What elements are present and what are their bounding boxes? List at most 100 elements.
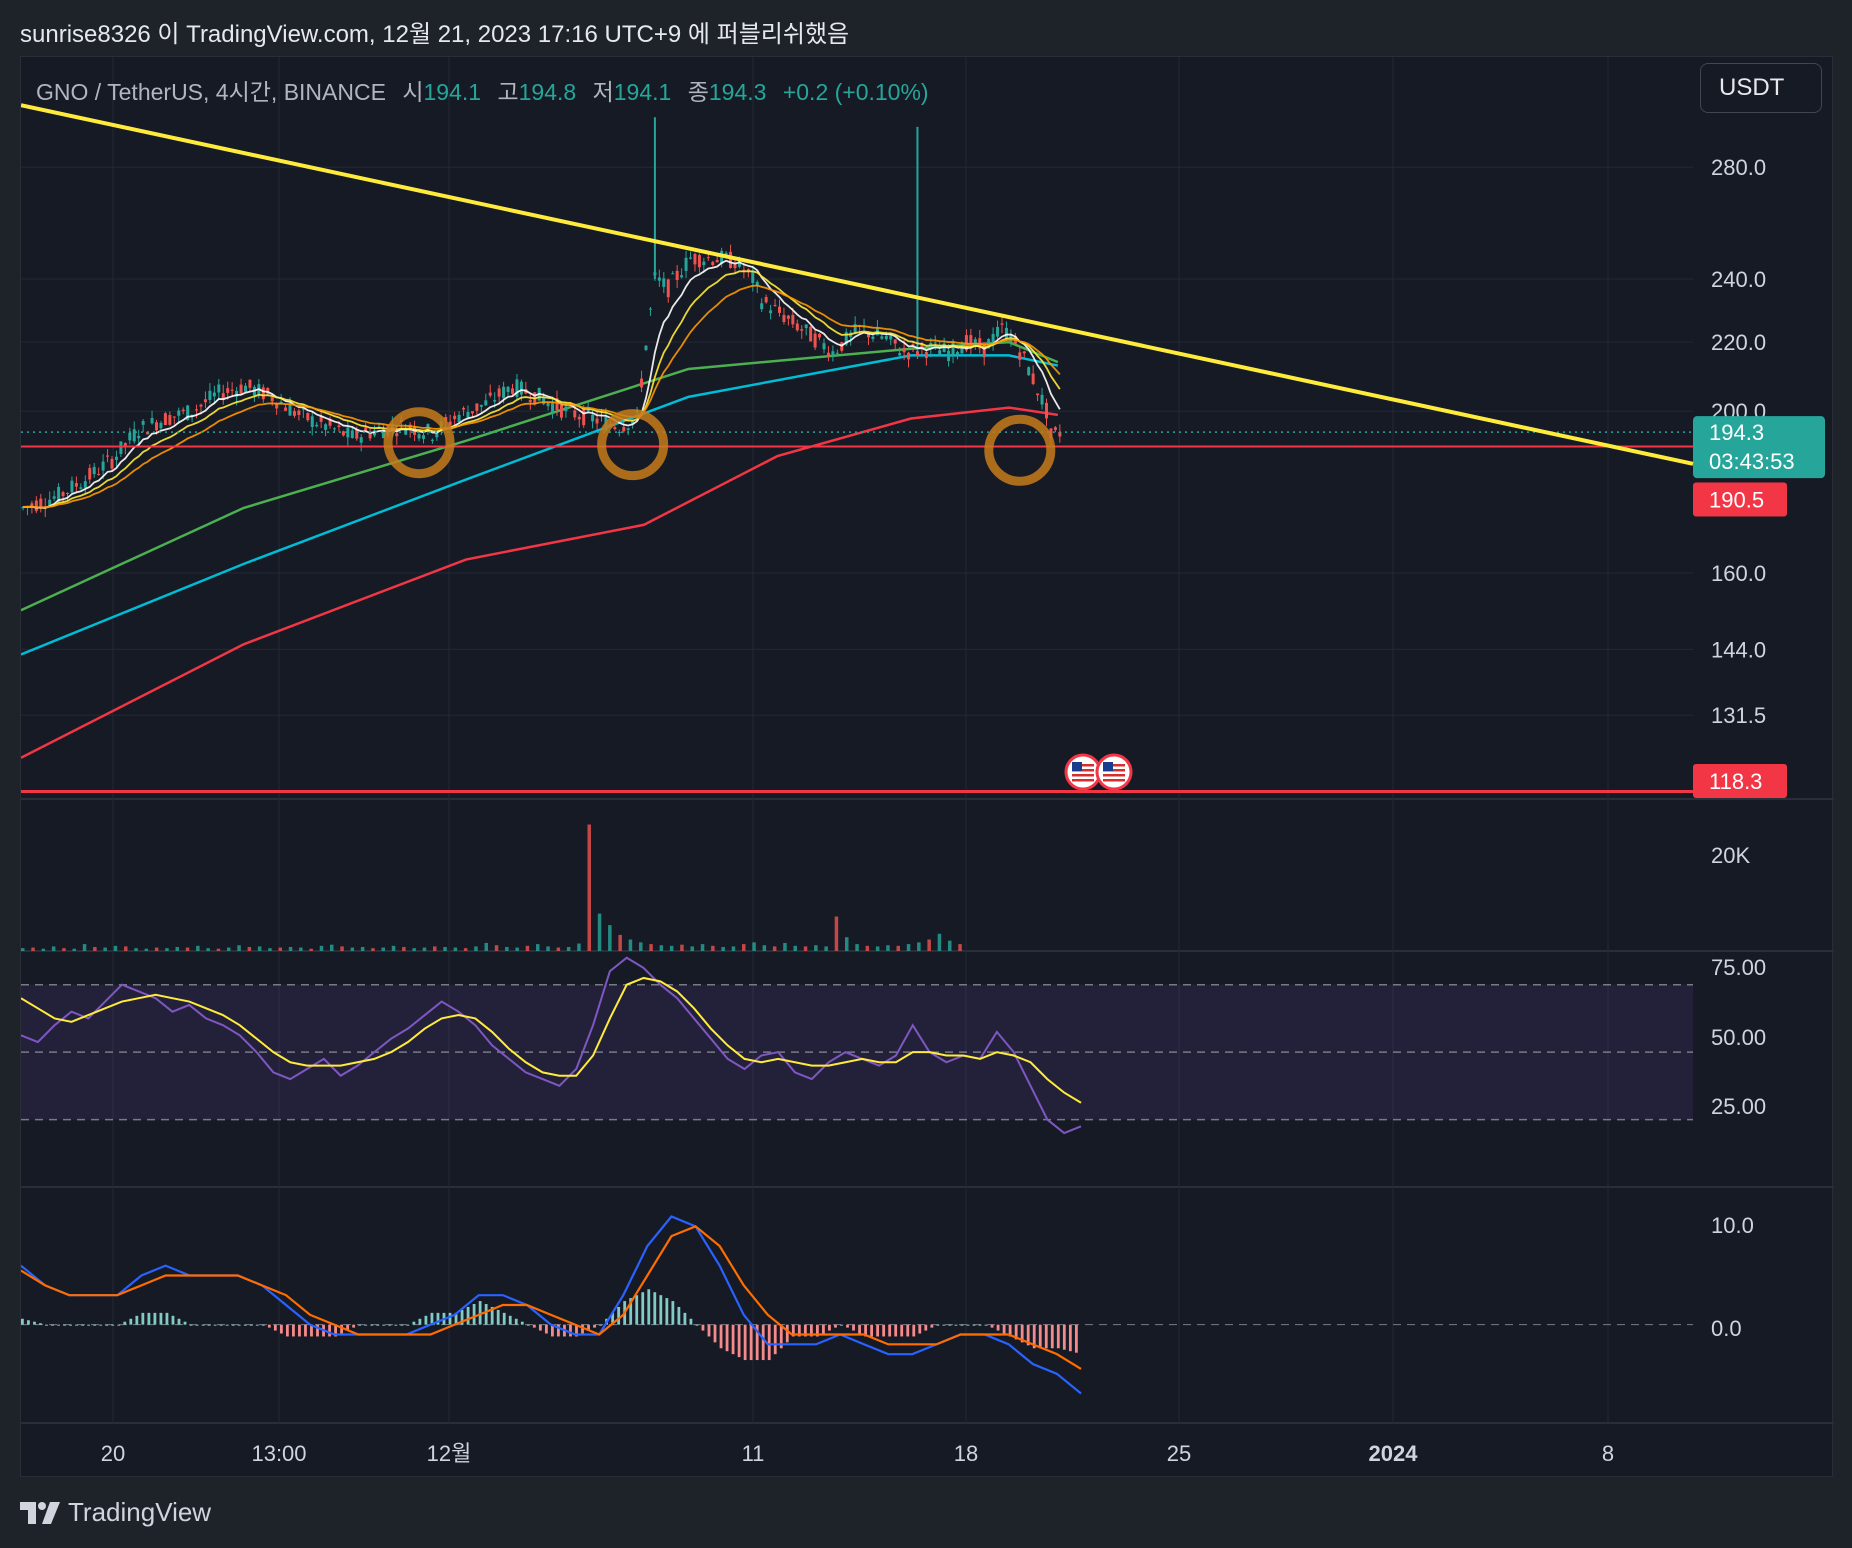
candle-body bbox=[199, 404, 203, 407]
candle-body bbox=[680, 275, 684, 278]
chart-area[interactable]: 280.0 240.0 220.0 20 0.0 160.0 144.0 131.5 190.5… bbox=[20, 56, 1834, 1478]
macd-histogram-bar bbox=[273, 1324, 277, 1331]
macd-histogram-bar bbox=[460, 1309, 464, 1325]
macd-histogram-bar bbox=[948, 1324, 952, 1326]
candle-body bbox=[346, 427, 350, 438]
candle-body bbox=[844, 332, 848, 345]
candle-body bbox=[186, 405, 190, 421]
macd-histogram-bar bbox=[382, 1324, 386, 1326]
macd-histogram-bar bbox=[617, 1306, 621, 1325]
macd-histogram-bar bbox=[388, 1324, 392, 1326]
candle-body bbox=[755, 281, 759, 287]
macd-histogram-bar bbox=[328, 1324, 331, 1337]
volume-bar bbox=[855, 944, 859, 951]
volume-bar bbox=[144, 948, 149, 951]
candle-body bbox=[235, 390, 239, 397]
candle-body bbox=[760, 303, 764, 310]
macd-histogram-bar bbox=[1014, 1324, 1018, 1340]
candle-body bbox=[911, 344, 915, 346]
macd-histogram-bar bbox=[153, 1312, 157, 1325]
candle-body bbox=[61, 492, 65, 497]
candle-body bbox=[617, 431, 621, 433]
volume-bar bbox=[463, 948, 468, 951]
candle-body bbox=[466, 412, 470, 419]
volume-bar bbox=[886, 945, 890, 951]
macd-histogram-bar bbox=[846, 1324, 849, 1328]
macd-histogram-bar bbox=[671, 1301, 675, 1325]
macd-histogram-bar bbox=[1062, 1324, 1066, 1350]
macd-histogram-bar bbox=[508, 1315, 512, 1325]
volume-bar bbox=[865, 945, 870, 951]
volume-bar bbox=[731, 946, 736, 951]
candle-body bbox=[595, 418, 599, 424]
macd-histogram-bar bbox=[761, 1324, 765, 1361]
macd-histogram-bar bbox=[996, 1324, 1000, 1331]
candle-body bbox=[70, 480, 74, 493]
candle-body bbox=[230, 389, 234, 391]
candle-body bbox=[511, 388, 514, 394]
volume-bar bbox=[896, 945, 900, 951]
candle-body bbox=[626, 428, 630, 430]
tradingview-logo-icon[interactable] bbox=[20, 1501, 60, 1524]
volume-bar bbox=[793, 945, 797, 951]
candle-body bbox=[181, 409, 185, 412]
candle-body bbox=[519, 381, 523, 395]
candle-body bbox=[128, 432, 132, 441]
macd-histogram-bar bbox=[526, 1324, 530, 1326]
macd-histogram-bar bbox=[111, 1324, 115, 1326]
macd-histogram-bar bbox=[267, 1324, 271, 1328]
macd-histogram-bar bbox=[816, 1324, 819, 1337]
candle-body bbox=[30, 503, 34, 507]
volume-bar bbox=[721, 946, 725, 951]
macd-histogram-bar bbox=[195, 1324, 199, 1326]
volume-bar bbox=[700, 944, 705, 951]
candle-body bbox=[132, 429, 136, 442]
currency-button[interactable]: USDT bbox=[1700, 63, 1822, 113]
volume-bar bbox=[927, 939, 931, 951]
time-tick-label: 12월 bbox=[427, 1441, 472, 1466]
candle-body bbox=[328, 419, 332, 426]
candle-body bbox=[804, 324, 808, 329]
volume-bar bbox=[762, 945, 767, 951]
macd-histogram-bar bbox=[1002, 1324, 1006, 1334]
legend-low: 194.1 bbox=[613, 79, 672, 105]
macd-histogram-bar bbox=[870, 1324, 874, 1337]
candle-body bbox=[1018, 352, 1022, 360]
candle-body bbox=[275, 402, 279, 409]
volume-bar bbox=[227, 947, 231, 951]
chart-svg[interactable]: 280.0 240.0 220.0 20 0.0 160.0 144.0 131.5 190.5… bbox=[21, 57, 1834, 1478]
volume-bar bbox=[772, 946, 777, 951]
macd-histogram-bar bbox=[532, 1324, 536, 1328]
macd-histogram-bar bbox=[496, 1309, 500, 1325]
current-price-label: 194.3 bbox=[1709, 420, 1764, 445]
candle-body bbox=[666, 279, 670, 298]
candle-body bbox=[333, 428, 336, 430]
candle-body bbox=[395, 433, 399, 437]
footer-brand[interactable]: TradingView bbox=[68, 1497, 212, 1527]
candle-body bbox=[195, 409, 199, 411]
candle-body bbox=[1040, 394, 1044, 405]
macd-series-line bbox=[21, 1215, 1082, 1395]
macd-histogram-bar bbox=[1074, 1324, 1078, 1353]
moving-average-line bbox=[21, 354, 1059, 656]
volume-bar bbox=[958, 944, 962, 951]
candle-body bbox=[34, 500, 38, 512]
macd-histogram-bar bbox=[340, 1324, 344, 1334]
candle-body bbox=[119, 441, 123, 454]
volume-bar bbox=[278, 947, 282, 951]
rsi-series-line bbox=[21, 956, 1082, 1135]
macd-histogram-bar bbox=[791, 1324, 795, 1337]
macd-histogram-bar bbox=[743, 1324, 747, 1361]
macd-histogram-bar bbox=[803, 1324, 807, 1337]
macd-histogram-bar bbox=[286, 1324, 289, 1337]
macd-histogram-bar bbox=[466, 1306, 470, 1325]
macd-histogram-bar bbox=[448, 1312, 452, 1325]
candle-body bbox=[898, 353, 902, 356]
candle-body bbox=[506, 386, 510, 392]
candle-body bbox=[408, 424, 412, 430]
candle-body bbox=[301, 408, 305, 410]
candle-body bbox=[889, 334, 893, 340]
flag-stripe bbox=[1103, 774, 1125, 777]
candle-body bbox=[462, 407, 466, 410]
macd-histogram-bar bbox=[918, 1324, 922, 1334]
